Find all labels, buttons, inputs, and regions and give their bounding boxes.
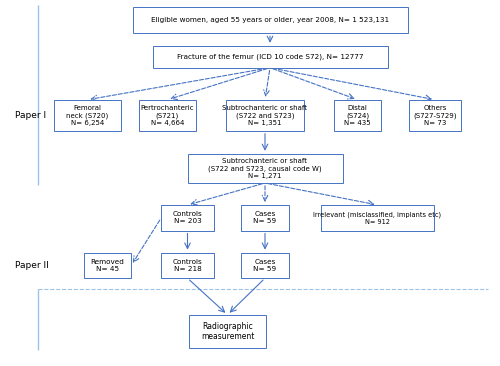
FancyBboxPatch shape [54,100,121,131]
FancyBboxPatch shape [84,253,131,278]
Text: Subtrochanteric or shaft
(S722 and S723, causal code W)
N= 1,271: Subtrochanteric or shaft (S722 and S723,… [208,158,322,179]
FancyBboxPatch shape [242,253,289,278]
Text: Others
(S727-S729)
N= 73: Others (S727-S729) N= 73 [413,105,457,126]
FancyBboxPatch shape [189,315,266,348]
FancyBboxPatch shape [161,205,214,231]
FancyBboxPatch shape [334,100,382,131]
Text: Cases
N= 59: Cases N= 59 [254,211,276,224]
FancyBboxPatch shape [226,100,304,131]
Text: Controls
N= 218: Controls N= 218 [172,259,203,272]
FancyBboxPatch shape [188,154,342,183]
Text: Femoral
neck (S720)
N= 6,254: Femoral neck (S720) N= 6,254 [66,105,108,126]
FancyBboxPatch shape [409,100,461,131]
FancyBboxPatch shape [161,253,214,278]
Text: Paper I: Paper I [15,111,46,120]
Text: Cases
N= 59: Cases N= 59 [254,259,276,272]
FancyBboxPatch shape [152,46,388,68]
Text: Eligible women, aged 55 years or older, year 2008, N= 1 523,131: Eligible women, aged 55 years or older, … [151,17,389,23]
Text: Removed
N= 45: Removed N= 45 [90,259,124,272]
FancyBboxPatch shape [321,205,434,231]
Text: Distal
(S724)
N= 435: Distal (S724) N= 435 [344,105,371,126]
Text: Controls
N= 203: Controls N= 203 [172,211,203,224]
Text: Paper II: Paper II [15,261,49,270]
Text: Irrelevant (misclassified, implants etc)
N= 912: Irrelevant (misclassified, implants etc)… [314,211,442,224]
FancyBboxPatch shape [139,100,196,131]
Text: Pertrochanteric
(S721)
N= 4,664: Pertrochanteric (S721) N= 4,664 [140,105,194,126]
Text: Fracture of the femur (ICD 10 code S72), N= 12777: Fracture of the femur (ICD 10 code S72),… [177,53,363,60]
Text: Subtrochanteric or shaft
(S722 and S723)
N= 1,351: Subtrochanteric or shaft (S722 and S723)… [222,105,308,126]
FancyBboxPatch shape [132,7,407,33]
FancyBboxPatch shape [242,205,289,231]
Text: Radiographic
measurement: Radiographic measurement [201,321,254,341]
